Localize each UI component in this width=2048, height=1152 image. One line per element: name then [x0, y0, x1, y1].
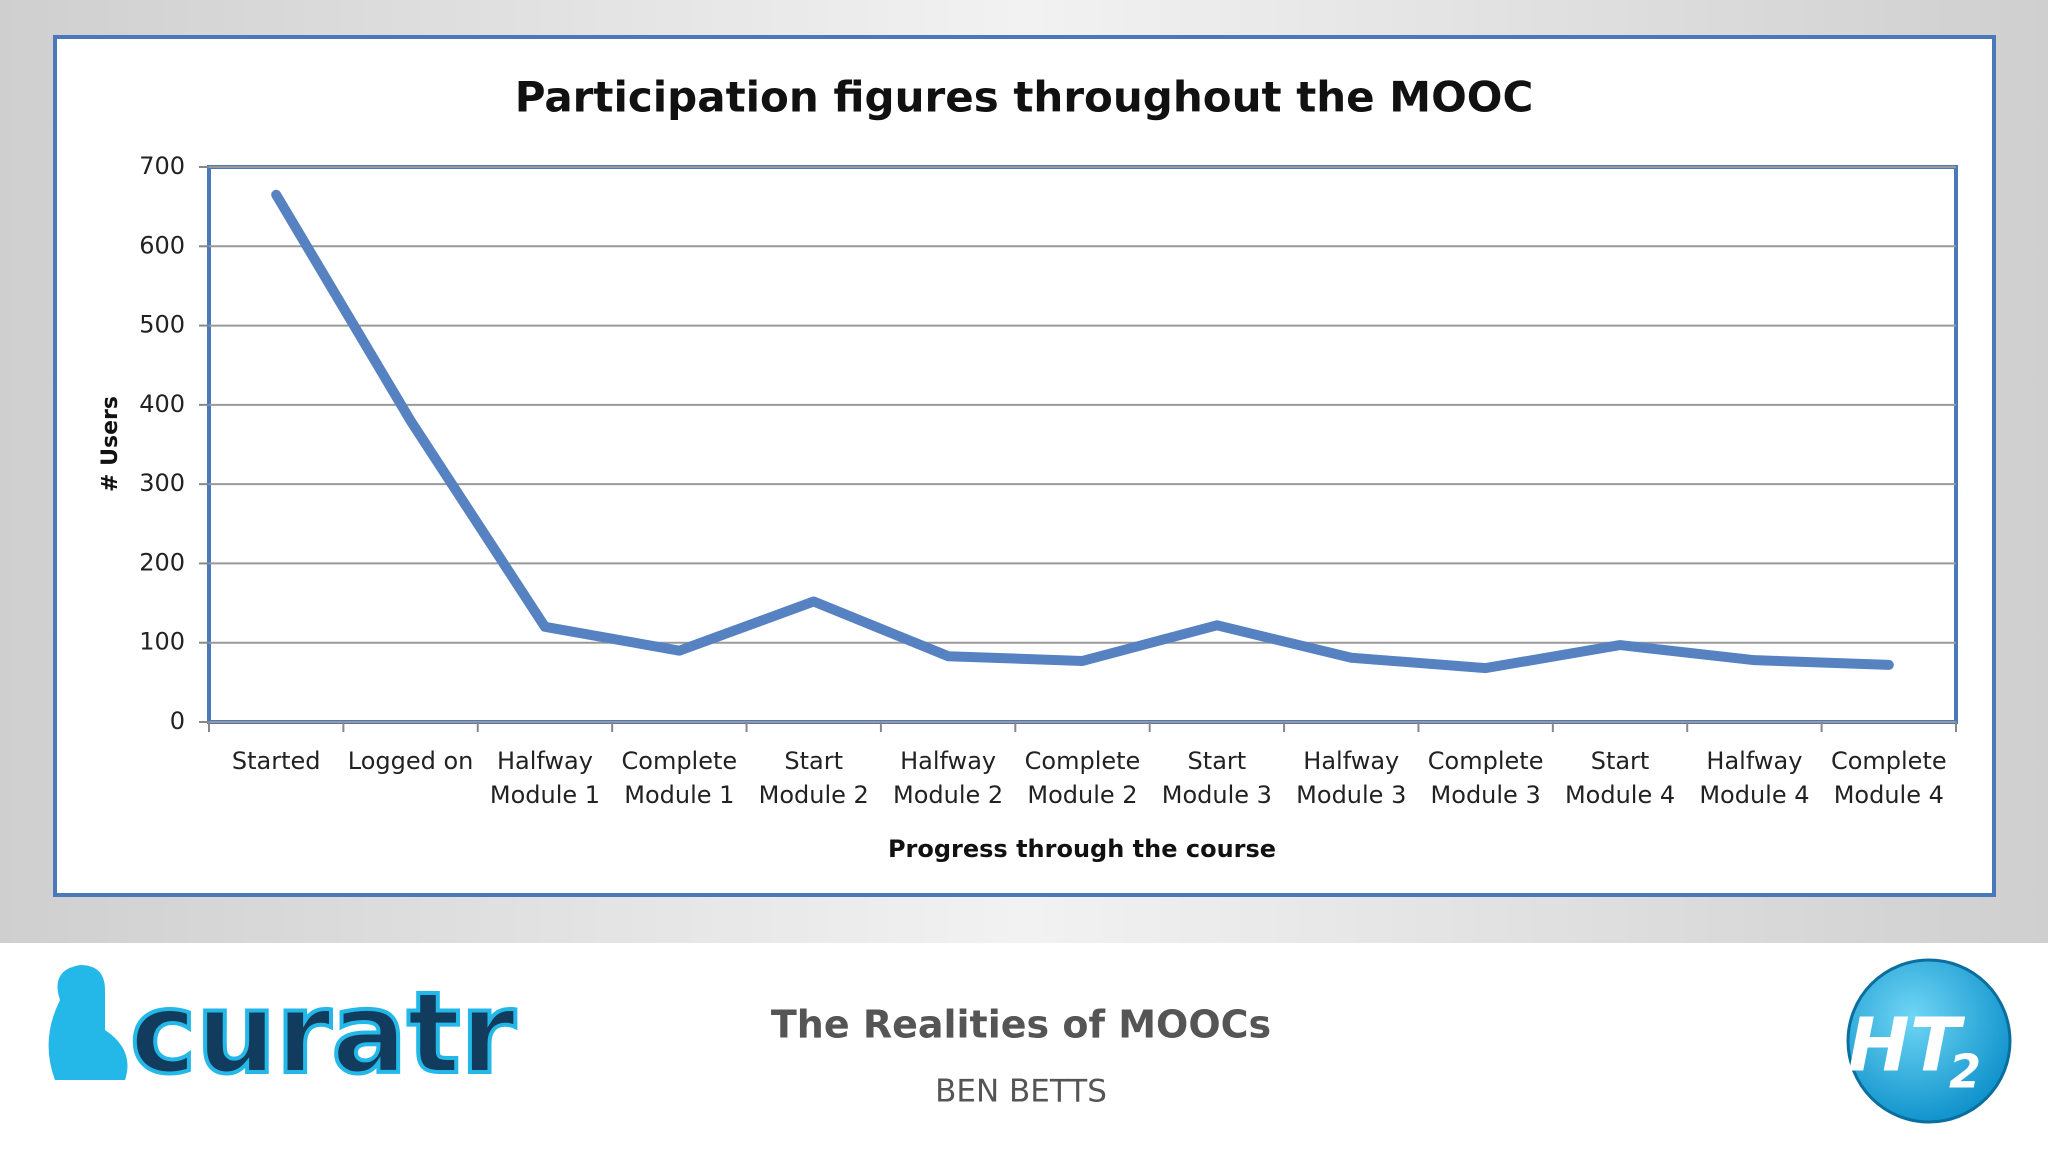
data-line: [271, 189, 1894, 674]
y-tick-label: 0: [170, 707, 185, 735]
curatr-logo: curatr: [48, 965, 518, 1101]
y-tick-label: 300: [139, 469, 185, 497]
x-tick-label: Complete Module 2: [1024, 747, 1141, 809]
logo-dino: [48, 965, 128, 1080]
x-tick-label: Complete Module 3: [1427, 747, 1544, 809]
x-tick-label: Start Module 4: [1564, 747, 1676, 809]
chart-title: Participation figures throughout the MOO…: [515, 73, 1534, 122]
footer-author: BEN BETTS: [935, 1074, 1107, 1110]
chart-frame: [53, 35, 1996, 897]
x-tick-label: Halfway Module 2: [893, 747, 1004, 809]
x-tick-label: Start Module 3: [1161, 747, 1272, 809]
footer-title: The Realities of MOOCs: [771, 1003, 1271, 1047]
logo-circle: [1846, 958, 2012, 1124]
x-tick-label: Logged on: [347, 747, 474, 775]
y-tick-label: 500: [139, 311, 185, 339]
x-tick-label: Halfway Module 4: [1699, 747, 1810, 809]
y-tick-label: 400: [139, 390, 185, 418]
y-tick-label: 700: [139, 152, 185, 180]
logo-text: HT: [1848, 1003, 1966, 1089]
x-axis-title: Progress through the course: [888, 835, 1276, 863]
x-tick-label: Start Module 2: [758, 747, 869, 809]
y-tick-label: 200: [139, 548, 185, 576]
x-tick-label: Complete Module 4: [1830, 747, 1947, 809]
logo-text: curatr: [130, 969, 516, 1099]
logo-sub: 2: [1949, 1045, 1981, 1099]
x-tick-label: Halfway Module 3: [1296, 747, 1407, 809]
y-axis-title: # Users: [98, 396, 123, 492]
y-tick-label: 100: [139, 628, 185, 656]
x-tick-label: Complete Module 1: [621, 747, 738, 809]
y-tick-label: 600: [139, 231, 185, 259]
x-tick-label: Halfway Module 1: [489, 747, 601, 809]
x-tick-label: Started: [231, 747, 321, 775]
ht2-logo: HT 2: [1846, 958, 2012, 1124]
